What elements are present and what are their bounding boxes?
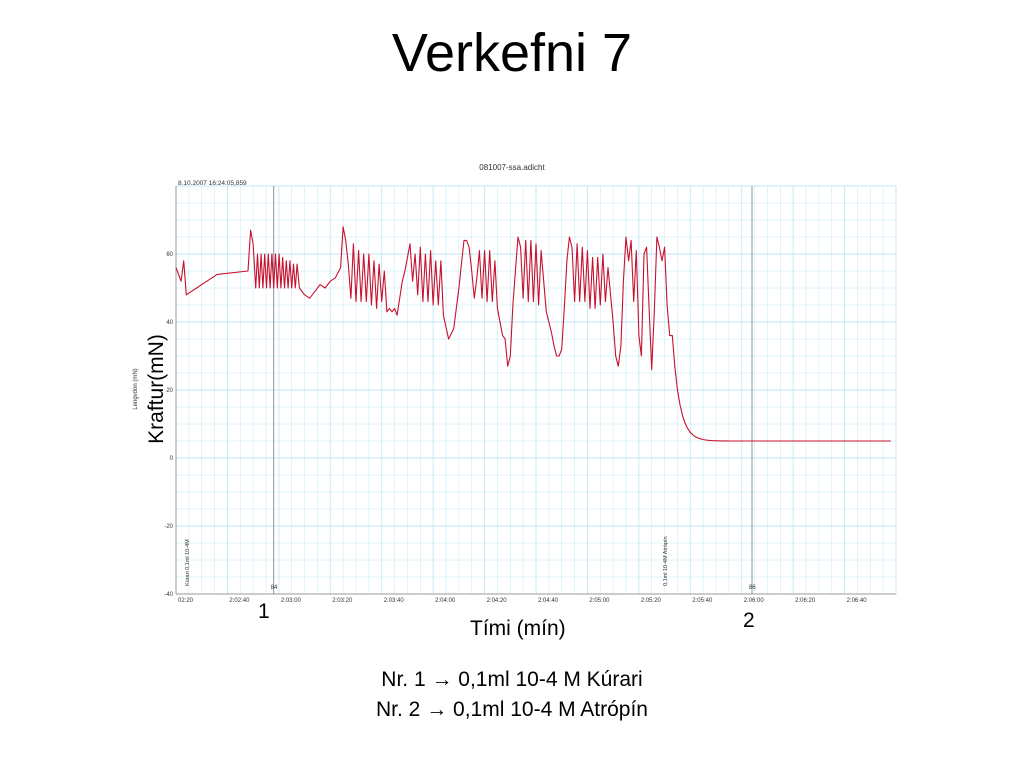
- y-tick-labels: 60 40 20 0 -20 -40: [164, 252, 173, 598]
- event-marker-1-label: 1: [258, 600, 270, 623]
- x-tick-label: 2:04:40: [538, 598, 559, 604]
- y-tick-label: -40: [164, 592, 173, 598]
- x-axis-label: Tími (mín): [470, 617, 566, 640]
- x-tick-label: 2:06:20: [795, 598, 816, 604]
- y-tick-label: 0: [170, 456, 174, 462]
- y-axis-label: Kraftur(mN): [145, 334, 168, 444]
- y-tick-label: 20: [166, 388, 173, 394]
- event-markers: 84 Kúrari 0,1ml 10-4M 86 0,1ml 10-4M Atrópí…: [185, 186, 756, 594]
- event-number: 86: [749, 585, 756, 591]
- x-tick-label: 2:04:20: [487, 598, 508, 604]
- event-comment: 0,1ml 10-4M Atrópín: [663, 536, 669, 586]
- x-tick-label: 2:06:40: [847, 598, 868, 604]
- force-trace: [175, 226, 891, 442]
- event-number: 84: [271, 585, 278, 591]
- x-tick-label: 2:05:00: [589, 598, 610, 604]
- event-marker-2-label: 2: [743, 609, 755, 632]
- chart-ylabel: Lengvdon (mN): [133, 368, 139, 409]
- x-tick-label: 2:05:20: [641, 598, 662, 604]
- chart-title: 081007-ssa.adicht: [479, 163, 545, 172]
- x-tick-label: 2:03:40: [384, 598, 405, 604]
- x-tick-label: 2:03:20: [332, 598, 353, 604]
- x-tick-label: 2:03:00: [281, 598, 302, 604]
- x-tick-label: 2:06:00: [744, 598, 765, 604]
- note-curare: Nr. 1 → 0,1ml 10-4 M Kúrari: [381, 668, 643, 691]
- chart-timestamp: 8.10.2007 16:24:05,859: [178, 180, 247, 187]
- x-tick-labels: 02:20 2:02:40 2:03:00 2:03:20 2:03:40 2:04:00…: [178, 598, 867, 604]
- y-tick-label: 60: [166, 252, 173, 258]
- note-atropine: Nr. 2 → 0,1ml 10-4 M Atrópín: [376, 698, 648, 721]
- x-tick-label: 2:02:40: [229, 598, 250, 604]
- event-comment: Kúrari 0,1ml 10-4M: [185, 539, 191, 586]
- y-tick-label: 40: [166, 320, 173, 326]
- x-tick-label: 02:20: [178, 598, 194, 604]
- slide-title: Verkefni 7: [391, 23, 633, 83]
- y-tick-label: -20: [164, 524, 173, 530]
- x-tick-label: 2:04:00: [435, 598, 456, 604]
- x-tick-label: 2:05:40: [692, 598, 713, 604]
